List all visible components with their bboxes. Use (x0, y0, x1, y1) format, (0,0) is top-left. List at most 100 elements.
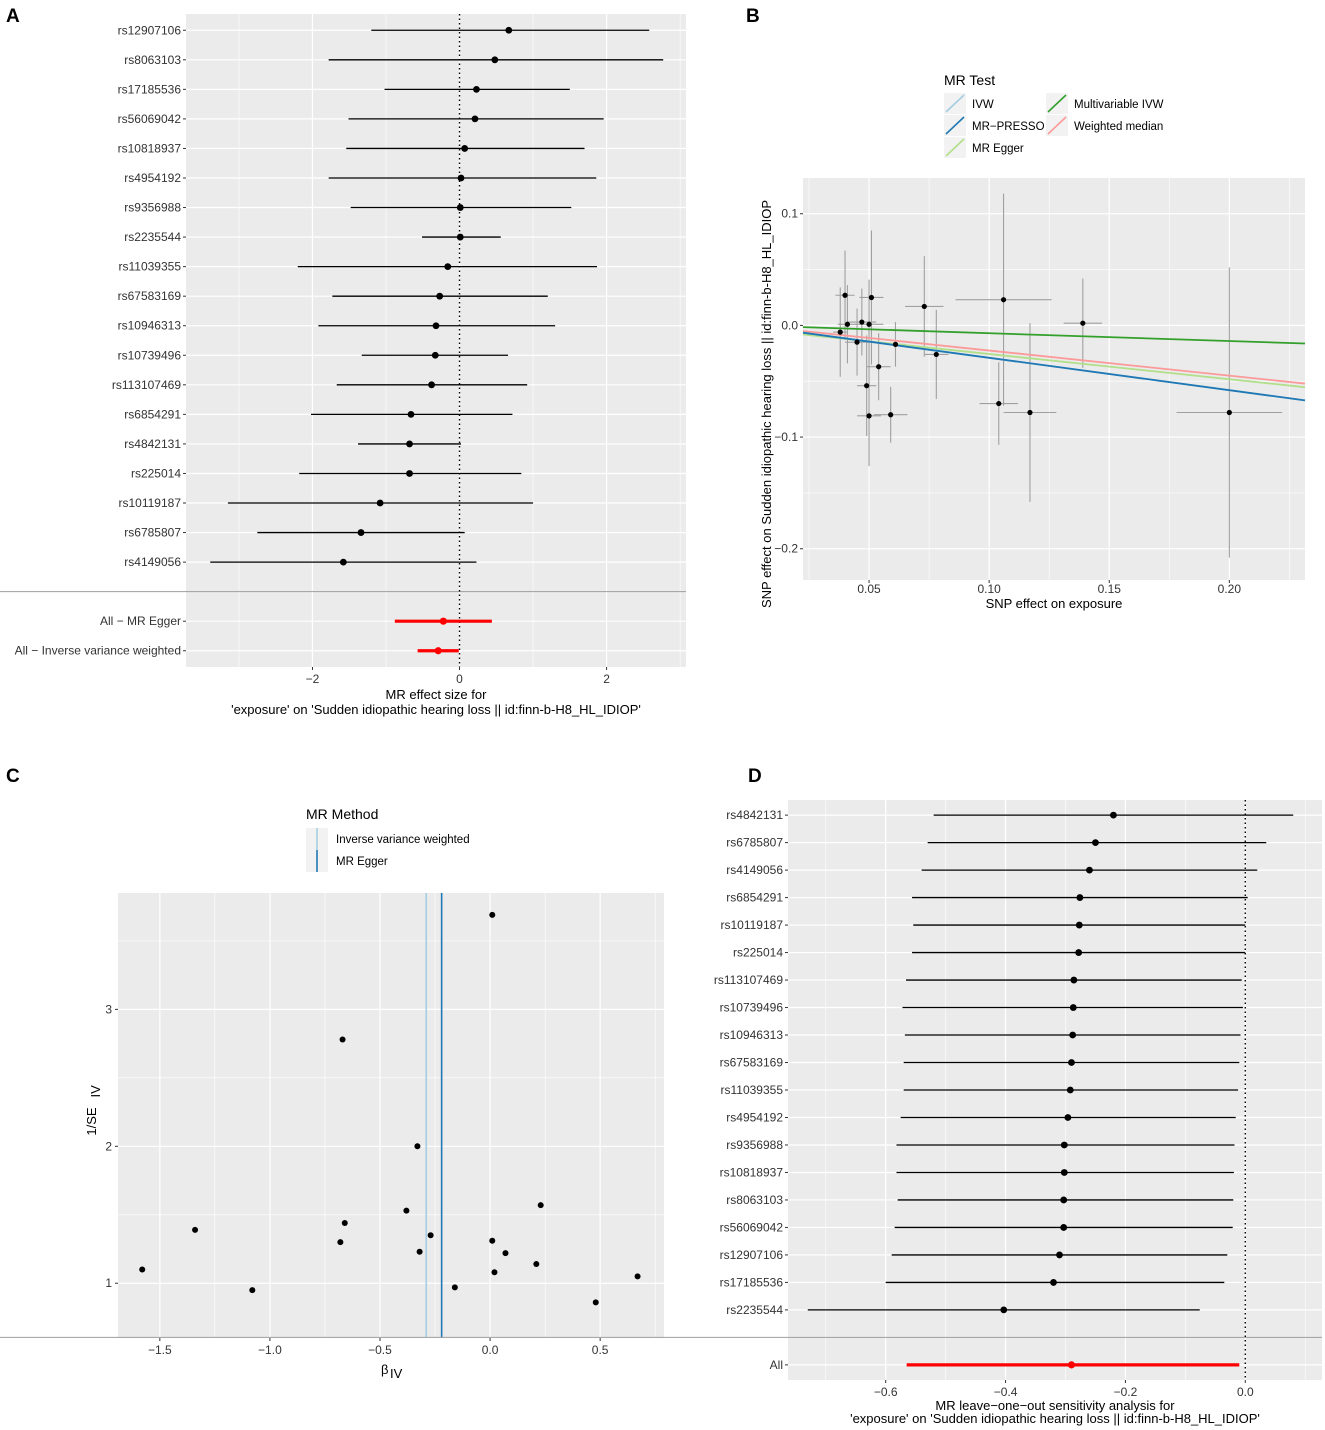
snp-estimate-point (1060, 1224, 1068, 1231)
snp-estimate-point (1060, 1169, 1068, 1176)
snp-estimate-point (461, 145, 469, 152)
x-tick-label: 0.05 (857, 582, 881, 596)
snp-estimate-point (1056, 1251, 1063, 1259)
snp-estimate-point (1050, 1279, 1057, 1286)
snp-estimate-point (406, 470, 413, 477)
snp-label: rs113107469 (112, 378, 181, 392)
snp-label: rs10739496 (720, 1001, 784, 1015)
snp-point (489, 911, 496, 918)
summary-estimate-point (1067, 1361, 1076, 1369)
regression-line (802, 330, 1306, 385)
y-axis-label-subscript: IV (88, 1085, 103, 1098)
snp-label: rs6854291 (726, 891, 783, 905)
x-tick-label: 0.15 (1098, 582, 1122, 596)
x-tick-label: −0.6 (874, 1385, 898, 1399)
snp-point (416, 1248, 423, 1255)
snp-label: rs56069042 (118, 112, 182, 126)
snp-label: rs4954192 (124, 171, 181, 185)
snp-estimate-point (1069, 1031, 1077, 1039)
snp-label: rs225014 (733, 946, 783, 960)
snp-label: rs4842131 (726, 808, 783, 822)
legend-entry-label: MR Egger (336, 856, 388, 868)
snp-point (854, 339, 860, 345)
snp-point (996, 400, 1002, 407)
snp-point (537, 1202, 544, 1209)
regression-line (802, 326, 1306, 345)
snp-estimate-point (1000, 1306, 1008, 1314)
snp-estimate-point (1075, 921, 1083, 929)
x-tick-label: −1.5 (148, 1343, 172, 1357)
x-tick-label: −0.2 (1114, 1385, 1138, 1399)
summary-label: All (770, 1358, 783, 1372)
x-tick-label: 0 (456, 672, 463, 686)
x-axis-label-line2: 'exposure' on 'Sudden idiopathic hearing… (231, 702, 641, 717)
snp-label: rs4842131 (124, 437, 181, 451)
snp-estimate-point (1060, 1141, 1068, 1149)
y-tick-label: −0.1 (774, 430, 798, 444)
x-axis-label-line1: MR effect size for (386, 687, 488, 702)
x-axis-label-line2: 'exposure' on 'Sudden idiopathic hearing… (850, 1411, 1260, 1426)
snp-estimate-point (431, 351, 439, 359)
y-tick-label: 3 (105, 1002, 112, 1016)
snp-estimate-point (1060, 1196, 1068, 1204)
panel-b-scatter-plot: MR Test 0.05 0.10 0.15 0.20 −0.2 −0.1 0.0 0.1 SN… (759, 72, 1306, 611)
snp-label: rs6854291 (124, 407, 181, 421)
snp-estimate-point (1092, 839, 1099, 847)
legend-b-title: MR Test (944, 72, 995, 88)
snp-label: rs2235544 (124, 230, 181, 244)
snp-estimate-point (1070, 976, 1078, 984)
snp-label: rs67583169 (720, 1056, 784, 1070)
regression-line (802, 331, 1306, 402)
snp-estimate-point (473, 85, 480, 93)
legend-key-line (945, 94, 965, 113)
snp-estimate-point (406, 440, 413, 448)
snp-label: rs113107469 (714, 973, 783, 987)
summary-estimate-point (439, 617, 447, 625)
snp-estimate-point (357, 529, 365, 536)
snp-point (866, 413, 872, 419)
y-tick-label: 0.1 (781, 207, 798, 221)
snp-point (844, 321, 851, 327)
snp-label: rs11039355 (119, 260, 182, 274)
plot-background (118, 893, 664, 1338)
x-tick-label: 0.5 (592, 1343, 609, 1357)
snp-label: rs8063103 (124, 53, 181, 67)
snp-label: rs10818937 (118, 141, 182, 155)
snp-point (868, 294, 875, 301)
legend-entry-label: MR Egger (972, 143, 1024, 155)
snp-estimate-point (376, 499, 384, 507)
snp-point (1027, 409, 1033, 416)
snp-label: rs17185536 (118, 82, 182, 96)
snp-label: rs6785807 (124, 526, 181, 540)
snp-point (933, 351, 939, 358)
snp-point (842, 292, 848, 298)
snp-label: rs12907106 (118, 23, 182, 37)
x-tick-label: −0.5 (368, 1343, 392, 1357)
snp-label: rs4149056 (726, 863, 783, 877)
snp-point (1080, 320, 1086, 326)
snp-label: rs6785807 (726, 836, 783, 850)
plot-background (186, 14, 686, 667)
snp-point (427, 1232, 434, 1239)
x-axis-label-subscript: IV (390, 1366, 403, 1381)
snp-label: rs17185536 (720, 1275, 784, 1289)
y-tick-label: 0.0 (781, 318, 798, 332)
panel-label-d: D (748, 766, 762, 787)
snp-point (192, 1226, 199, 1233)
y-axis-label: SNP effect on Sudden idiopathic hearing … (759, 200, 774, 608)
snp-estimate-point (456, 233, 464, 241)
snp-estimate-point (491, 56, 499, 64)
x-tick-label: 0.0 (482, 1343, 499, 1357)
y-tick-label: 1 (105, 1276, 112, 1290)
x-axis-label-line1: MR leave−one−out sensitivity analysis fo… (935, 1398, 1175, 1413)
y-tick-label: 2 (105, 1139, 112, 1153)
snp-point (592, 1299, 599, 1306)
snp-estimate-point (1068, 1059, 1075, 1066)
snp-estimate-point (432, 322, 440, 330)
y-axis-label-group: 1/SE IV (84, 1085, 103, 1136)
panel-a-forest-plot: rs12907106 rs8063103 rs17185536 rs56069042 r… (0, 14, 686, 717)
snp-point (502, 1250, 509, 1257)
x-tick-label: −0.4 (994, 1385, 1018, 1399)
